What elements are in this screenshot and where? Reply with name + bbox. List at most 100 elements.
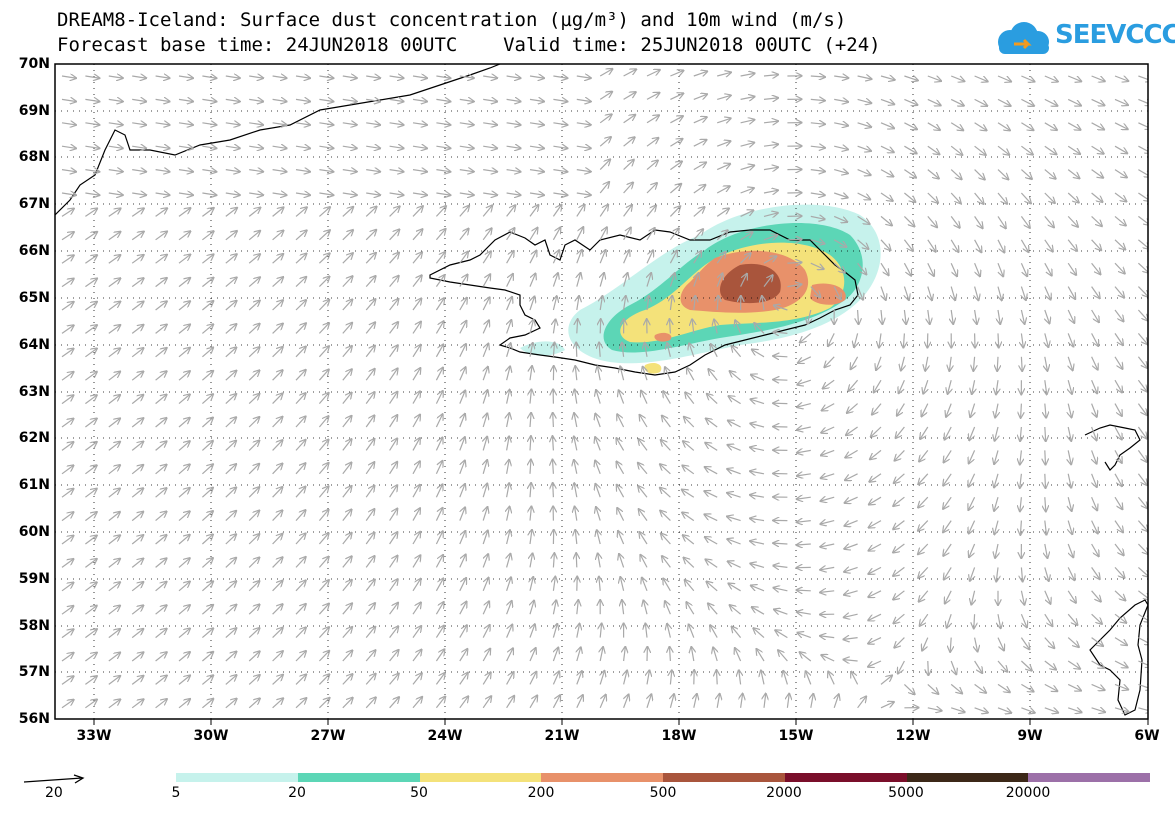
wind-arrow: [178, 488, 190, 498]
wind-arrow: [389, 579, 398, 592]
wind-arrow: [1021, 403, 1022, 418]
wind-arrow: [750, 471, 765, 474]
wind-arrow: [436, 170, 450, 172]
wind-arrow: [529, 274, 535, 287]
wind-arrow: [576, 227, 583, 241]
wind-arrow: [825, 356, 835, 367]
wind-arrow: [806, 671, 812, 685]
wind-arrow: [1045, 450, 1046, 464]
wind-arrow: [1044, 122, 1057, 130]
wind-arrow: [821, 474, 835, 478]
wind-arrow: [740, 73, 755, 76]
wind-arrow: [903, 239, 913, 251]
wind-arrow: [1044, 145, 1057, 154]
wind-arrow: [295, 99, 310, 101]
wind-arrow: [319, 207, 330, 217]
wind-arrow: [1021, 98, 1034, 105]
wind-arrow: [577, 273, 581, 287]
wind-arrow: [1091, 309, 1099, 322]
wind-arrow: [365, 207, 376, 217]
wind-arrow: [342, 698, 353, 709]
wind-arrow: [728, 445, 741, 451]
wind-arrow: [155, 325, 167, 334]
wind-arrow: [599, 577, 600, 591]
wind-arrow: [893, 590, 905, 600]
wind-arrow: [834, 193, 847, 198]
wind-arrow: [750, 541, 765, 544]
wind-arrow: [530, 624, 535, 638]
wind-arrow: [435, 229, 445, 241]
wind-arrow: [178, 325, 190, 334]
wind-arrow: [365, 580, 375, 592]
wind-arrow: [845, 496, 858, 503]
wind-arrow: [670, 162, 681, 171]
wind-arrow: [85, 325, 96, 334]
wind-arrow: [670, 647, 671, 662]
wind-arrow: [927, 98, 941, 105]
wind-arrow: [552, 205, 561, 217]
wind-arrow: [412, 123, 427, 125]
wind-arrow: [751, 586, 765, 592]
wind-arrow: [927, 192, 938, 203]
wind-arrow: [108, 348, 120, 358]
wind-arrow: [893, 566, 905, 575]
wind-arrow: [318, 440, 328, 451]
wind-arrow: [670, 71, 683, 77]
colorbar-swatch: [176, 773, 298, 782]
lon-label: 15W: [778, 728, 814, 744]
wind-arrow: [846, 426, 858, 435]
wind-arrow: [1138, 98, 1148, 104]
wind-arrow: [576, 695, 583, 709]
wind-arrow: [643, 367, 647, 381]
wind-arrow: [108, 535, 120, 545]
wind-arrow: [1092, 426, 1097, 440]
wind-reference-label: 20: [45, 785, 63, 801]
wind-arrow: [1138, 76, 1148, 81]
wind-arrow: [846, 449, 858, 457]
wind-arrow: [646, 70, 660, 77]
wind-arrow: [714, 320, 717, 334]
wind-arrow: [717, 296, 718, 311]
wind-arrow: [623, 137, 635, 147]
wind-arrow: [1091, 708, 1105, 712]
wind-arrow: [365, 627, 375, 638]
wind-arrow: [974, 660, 983, 673]
wind-arrow: [108, 465, 120, 475]
wind-arrow: [389, 485, 398, 498]
wind-arrow: [641, 555, 648, 568]
wind-arrow: [1091, 169, 1103, 178]
wind-arrow: [684, 558, 695, 568]
wind-arrow: [927, 122, 940, 130]
wind-arrow: [459, 555, 466, 568]
wind-arrow: [1045, 380, 1047, 394]
wind-arrow: [155, 255, 167, 264]
lon-label: 9W: [1017, 728, 1043, 744]
wind-arrow: [687, 368, 695, 381]
wind-arrow: [389, 253, 399, 264]
wind-arrow: [295, 510, 305, 522]
wind-arrow: [798, 633, 812, 638]
wind-arrow: [318, 277, 329, 288]
wind-arrow: [997, 356, 998, 371]
wind-arrow: [61, 700, 74, 709]
wind-arrow: [617, 438, 625, 451]
wind-arrow: [482, 252, 491, 264]
wind-arrow: [975, 309, 977, 324]
wind-arrow: [1020, 216, 1029, 227]
wind-arrow: [1091, 543, 1099, 556]
wind-arrow: [763, 235, 777, 240]
wind-arrow: [553, 460, 554, 474]
wind-arrow: [667, 343, 670, 357]
wind-arrow: [272, 254, 284, 264]
wind-arrow: [599, 92, 612, 100]
wind-arrow: [667, 624, 670, 638]
wind-arrow: [202, 324, 213, 334]
wind-arrow: [61, 629, 73, 639]
wind-arrow: [844, 660, 858, 661]
wind-arrow: [389, 193, 404, 195]
wind-arrow: [202, 652, 213, 662]
wind-arrow: [923, 380, 928, 393]
wind-arrow: [225, 511, 236, 522]
wind-arrow: [435, 368, 443, 381]
wind-arrow: [751, 564, 765, 568]
